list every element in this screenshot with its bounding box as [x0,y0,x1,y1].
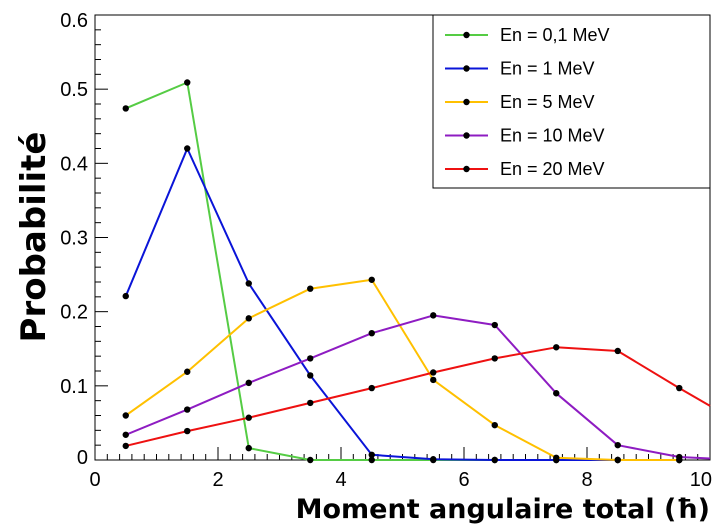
y-tick-label: 0.1 [60,376,88,398]
data-point [676,384,683,392]
data-point [491,421,498,429]
x-tick-label: 4 [335,469,346,491]
data-point [184,79,191,86]
data-point [245,414,252,421]
y-tick-label: 0.3 [60,228,88,250]
y-tick-labels: 0 0.1 0.2 0.3 0.4 0.5 0.6 [60,10,88,469]
legend-item: En = 10 MeV [445,126,605,146]
legend-item: En = 20 MeV [445,159,605,179]
data-point [553,344,560,351]
data-point [553,390,560,397]
data-point [184,427,191,435]
x-tick-label: 0 [89,469,100,491]
data-point [307,399,314,407]
x-tick-label: 6 [458,469,469,491]
legend-item: En = 1 MeV [445,59,595,79]
data-point [122,412,129,419]
legend-label: En = 10 MeV [500,126,605,146]
y-axis-title: Probabilité [14,132,54,343]
legend-label: En = 20 MeV [500,159,605,179]
legend-swatch-marker [463,65,470,72]
data-point [491,355,498,362]
data-point [307,456,314,464]
data-point [307,285,314,292]
y-tick-label: 0.2 [60,302,88,324]
data-point [245,379,252,387]
data-point [245,315,252,322]
legend-item: En = 0,1 MeV [445,25,610,45]
data-point [245,444,252,452]
x-tick-label: 2 [212,469,223,491]
x-tick-label: 8 [581,469,592,491]
x-tick-label: 10 [690,469,712,491]
data-point [184,406,191,413]
data-point [614,441,621,449]
legend-swatch-marker [463,165,470,173]
data-point [184,368,191,375]
axis-ticks [94,14,711,461]
data-point [553,454,560,461]
data-point [122,431,129,438]
data-point [676,453,683,461]
legend-label: En = 0,1 MeV [500,25,610,45]
data-point [368,456,375,464]
legend-swatch-marker [463,98,470,106]
data-point [491,321,498,329]
data-point [430,376,437,384]
data-point [184,145,191,152]
data-point [122,292,129,300]
data-point [122,442,129,450]
data-point [368,451,375,459]
legend-items: En = 0,1 MeV En = 1 MeV En = 5 MeV En = 10 … [445,25,610,179]
data-point [245,280,252,287]
legend-swatch-marker [463,132,470,139]
data-point [368,329,375,337]
series-4 [122,312,711,461]
x-axis-title: Moment angulaire total (ħ) [296,494,710,525]
y-tick-label: 0 [77,447,88,469]
data-point [430,369,437,376]
y-tick-label: 0.4 [60,153,88,175]
data-point [307,355,314,362]
data-point [368,276,375,283]
data-point [307,372,314,379]
series-line [125,278,680,461]
data-point [614,347,621,355]
data-point [491,456,498,464]
y-tick-label: 0.5 [60,79,88,101]
x-tick-labels: 0 2 4 6 8 10 [89,469,712,491]
legend-swatch-marker [463,31,470,39]
series-layer [122,79,711,464]
data-point [614,456,621,464]
data-point [430,456,437,463]
y-tick-label: 0.6 [60,10,88,32]
legend-label: En = 5 MeV [500,92,595,112]
legend: En = 0,1 MeV En = 1 MeV En = 5 MeV En = 10 … [432,14,711,189]
legend-label: En = 1 MeV [500,59,595,79]
series-5 [122,344,711,450]
data-point [430,312,437,319]
legend-item: En = 5 MeV [445,92,595,112]
data-point [122,105,129,112]
series-line [124,147,680,461]
data-point [368,384,375,392]
